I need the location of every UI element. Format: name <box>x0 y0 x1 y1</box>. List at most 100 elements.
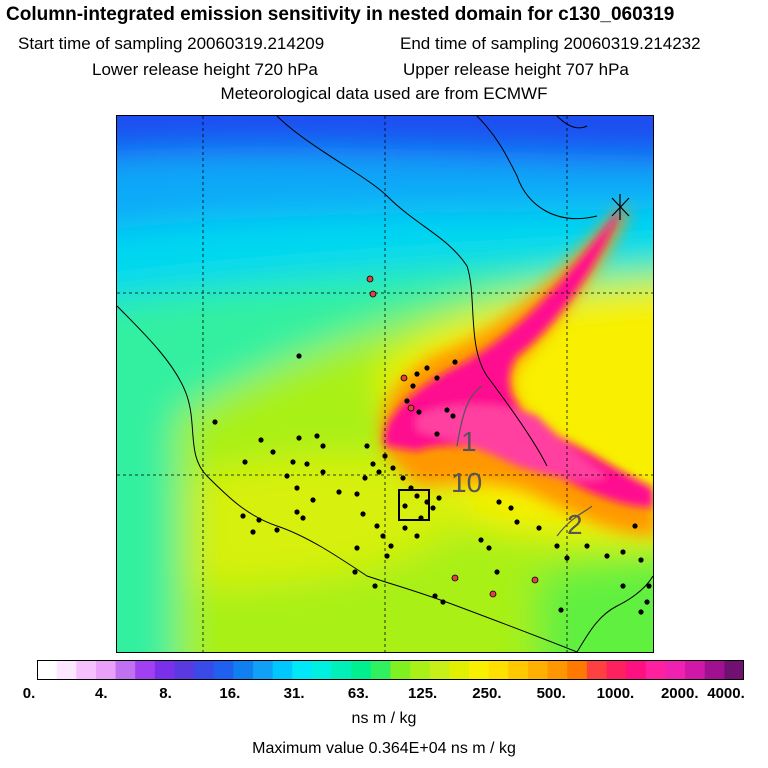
colorbar-swatch <box>547 660 568 680</box>
fire-point <box>638 609 644 615</box>
fire-point-highlight <box>400 374 408 382</box>
field-yellow-south <box>197 455 477 586</box>
receptor-marker <box>611 194 630 220</box>
fire-point <box>242 459 248 465</box>
fire-point <box>424 499 430 505</box>
fire-point <box>584 543 590 549</box>
fire-point <box>352 569 358 575</box>
graticule <box>117 116 653 652</box>
colorbar-swatch <box>115 660 136 680</box>
colorbar-swatch <box>213 660 234 680</box>
colorbar-svg <box>37 660 744 680</box>
fire-point-highlight <box>451 574 459 582</box>
colorbar-tick-label: 16. <box>219 685 241 702</box>
coastline-main <box>276 116 548 467</box>
colorbar-swatch <box>567 660 588 680</box>
colorbar-tick-label: 63. <box>347 685 369 702</box>
colorbar-swatch <box>606 660 627 680</box>
fire-point <box>354 545 360 551</box>
colorbar-tick-label: 1000. <box>596 685 635 702</box>
colorbar-units: ns m / kg <box>351 710 417 727</box>
fire-point <box>380 533 386 539</box>
colorbar-swatch <box>311 660 333 680</box>
colorbar-swatch <box>586 660 608 680</box>
fire-point <box>414 533 420 539</box>
colorbar <box>37 660 744 680</box>
colorbar-swatch <box>626 660 647 680</box>
fire-point <box>390 465 396 471</box>
colorbar-swatch <box>194 660 215 680</box>
colorbar-swatch <box>174 660 195 680</box>
fire-point <box>274 527 280 533</box>
coastlines <box>117 116 653 652</box>
colorbar-swatch <box>645 660 666 680</box>
colorbar-tick-label: 8. <box>159 685 172 702</box>
fire-point <box>644 599 650 605</box>
fire-point <box>290 459 296 465</box>
fire-point <box>374 523 380 529</box>
fire-point <box>256 517 262 523</box>
sensitivity-map: 1 10 2 <box>116 115 654 653</box>
fire-point <box>320 469 326 475</box>
fire-point-highlight <box>531 576 539 584</box>
contour-1 <box>456 385 483 447</box>
meteorological-data-label: Meteorological data used are from ECMWF <box>220 84 548 103</box>
coastline-ne <box>556 116 588 129</box>
colorbar-swatch <box>135 660 156 680</box>
fire-point <box>416 409 422 415</box>
colorbar-tick-label: 500. <box>536 685 566 702</box>
colorbar-swatch <box>390 660 411 680</box>
colorbar-swatch <box>253 660 274 680</box>
fire-point <box>410 383 416 389</box>
fire-point-highlight <box>489 590 497 598</box>
colorbar-swatch <box>331 660 352 680</box>
colorbar-swatch <box>56 660 77 680</box>
colorbar-swatch <box>95 660 117 680</box>
fire-point <box>440 599 446 605</box>
colorbar-swatch <box>527 660 549 680</box>
fire-point <box>270 449 276 455</box>
fire-point <box>508 505 514 511</box>
contour-label-2: 2 <box>567 509 583 540</box>
fire-point <box>424 365 430 371</box>
fire-point <box>620 583 626 589</box>
fire-point <box>400 475 406 481</box>
coastline-north <box>476 116 598 220</box>
source-region-box <box>398 489 430 521</box>
colorbar-tick-label: 4000. <box>707 685 745 702</box>
fire-point <box>646 583 652 589</box>
lower-release-label: Lower release height 720 hPa <box>92 60 318 79</box>
colorbar-tick-label: 2000. <box>660 685 699 702</box>
fire-point <box>514 519 520 525</box>
fire-point <box>364 443 370 449</box>
fire-point <box>310 497 316 503</box>
fire-point <box>620 549 626 555</box>
fire-point <box>450 413 456 419</box>
colorbar-swatch <box>685 660 706 680</box>
fire-point <box>388 543 394 549</box>
fire-point <box>296 353 302 359</box>
fire-point <box>536 525 542 531</box>
colorbar-tick-label: 250. <box>472 685 502 702</box>
colorbar-tick-label: 4. <box>95 685 108 702</box>
fire-point <box>354 491 360 497</box>
fire-point <box>382 453 388 459</box>
fire-point <box>384 553 390 559</box>
fire-point <box>296 435 302 441</box>
colorbar-swatch <box>469 660 490 680</box>
fire-point-highlight <box>407 404 415 412</box>
colorbar-tick-label: 31. <box>283 685 305 702</box>
contours <box>456 385 593 537</box>
fire-point <box>240 513 246 519</box>
fire-point <box>554 543 560 549</box>
fire-point <box>212 419 218 425</box>
colorbar-swatch <box>351 660 372 680</box>
contour-2 <box>556 505 593 537</box>
fire-point <box>376 469 382 475</box>
fire-point <box>486 545 492 551</box>
fire-point <box>434 431 440 437</box>
fire-point <box>258 437 264 443</box>
fire-point <box>434 375 440 381</box>
fire-point <box>638 557 644 563</box>
fire-point <box>430 505 436 511</box>
